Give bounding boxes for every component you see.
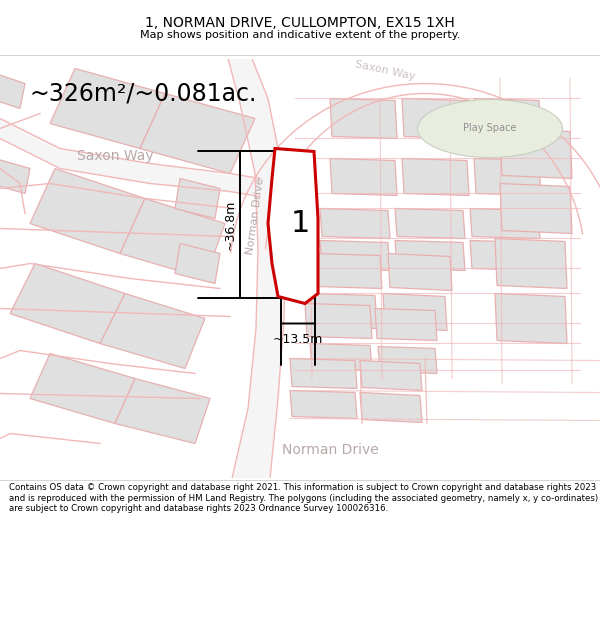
Polygon shape: [10, 264, 125, 344]
Polygon shape: [310, 344, 372, 371]
Polygon shape: [402, 159, 469, 196]
Polygon shape: [290, 391, 357, 419]
Text: ~36.8m: ~36.8m: [224, 199, 237, 249]
Polygon shape: [474, 159, 541, 196]
Polygon shape: [330, 159, 397, 196]
Text: 1: 1: [290, 209, 310, 238]
Polygon shape: [500, 184, 572, 234]
Text: Map shows position and indicative extent of the property.: Map shows position and indicative extent…: [140, 30, 460, 40]
Text: Saxon Way: Saxon Way: [354, 59, 416, 82]
Text: Contains OS data © Crown copyright and database right 2021. This information is : Contains OS data © Crown copyright and d…: [9, 483, 598, 513]
Polygon shape: [30, 354, 135, 424]
Polygon shape: [320, 209, 390, 239]
Polygon shape: [120, 199, 225, 279]
Polygon shape: [0, 119, 310, 201]
Polygon shape: [30, 169, 145, 254]
Polygon shape: [50, 69, 165, 149]
Polygon shape: [140, 94, 255, 174]
Text: Norman Drive: Norman Drive: [281, 444, 379, 458]
Text: ~13.5m: ~13.5m: [273, 333, 323, 346]
Polygon shape: [495, 294, 567, 344]
Polygon shape: [0, 159, 30, 194]
Polygon shape: [315, 254, 382, 289]
Polygon shape: [305, 304, 372, 339]
Polygon shape: [0, 74, 25, 109]
Polygon shape: [360, 361, 422, 391]
Polygon shape: [375, 309, 437, 341]
Polygon shape: [383, 294, 447, 331]
Polygon shape: [228, 59, 286, 479]
Polygon shape: [175, 179, 220, 219]
Polygon shape: [500, 129, 572, 179]
Polygon shape: [175, 244, 220, 284]
Polygon shape: [470, 241, 540, 271]
Polygon shape: [388, 254, 452, 291]
Polygon shape: [495, 239, 567, 289]
Text: Norman Drive: Norman Drive: [245, 177, 265, 256]
Text: ~326m²/~0.081ac.: ~326m²/~0.081ac.: [30, 81, 257, 106]
Polygon shape: [310, 294, 377, 329]
Polygon shape: [290, 359, 357, 389]
Polygon shape: [395, 209, 465, 239]
Polygon shape: [378, 346, 437, 374]
Text: Saxon Way: Saxon Way: [77, 149, 154, 164]
Polygon shape: [268, 149, 318, 304]
Text: 1, NORMAN DRIVE, CULLOMPTON, EX15 1XH: 1, NORMAN DRIVE, CULLOMPTON, EX15 1XH: [145, 16, 455, 29]
Polygon shape: [395, 241, 465, 271]
Text: Play Space: Play Space: [463, 124, 517, 134]
Polygon shape: [320, 241, 390, 271]
Polygon shape: [474, 99, 541, 139]
Polygon shape: [115, 379, 210, 444]
Polygon shape: [360, 392, 422, 422]
Polygon shape: [100, 294, 205, 369]
Ellipse shape: [418, 99, 563, 158]
Polygon shape: [330, 99, 397, 139]
Polygon shape: [402, 99, 469, 139]
Polygon shape: [470, 209, 540, 239]
